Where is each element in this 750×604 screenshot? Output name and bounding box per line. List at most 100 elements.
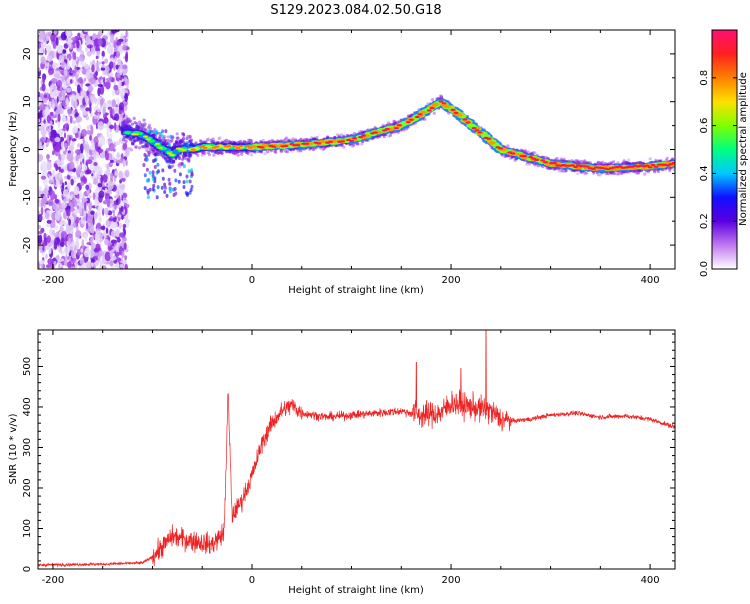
noise-cell <box>48 246 52 255</box>
noise-cell <box>97 148 103 154</box>
noise-cell <box>122 227 126 233</box>
noise-cell <box>89 134 92 141</box>
noise-cell <box>92 181 99 185</box>
halo-cell <box>627 158 631 162</box>
halo-cell <box>274 150 278 154</box>
noise-cell <box>38 186 43 191</box>
noise-cell <box>58 263 61 269</box>
noise-cell <box>70 215 75 225</box>
noise-cell <box>107 120 110 129</box>
noise-cell <box>38 230 43 235</box>
noise-cell <box>60 84 63 92</box>
noise-cell <box>121 250 125 259</box>
noise-cell <box>99 139 106 146</box>
halo-cell <box>246 151 250 156</box>
noise-cell <box>40 175 47 180</box>
halo-cell <box>166 135 170 139</box>
noise-cell <box>38 225 42 229</box>
halo-cell <box>250 139 254 143</box>
noise-cell <box>38 154 44 162</box>
noise-cell <box>53 260 57 267</box>
noise-cell <box>117 58 122 65</box>
noise-cell <box>122 223 127 229</box>
noise-cell <box>67 170 73 176</box>
noise-cell <box>101 104 108 108</box>
noise-cell <box>61 201 67 209</box>
noise-cell <box>107 30 110 36</box>
noise-cell <box>107 242 111 247</box>
noise-cell <box>114 56 117 63</box>
noise-cell <box>119 184 126 190</box>
noise-cell <box>115 37 118 42</box>
noise-cell <box>107 180 114 191</box>
noise-cell <box>75 154 79 162</box>
noise-cell <box>89 144 96 151</box>
noise-cell <box>93 136 100 145</box>
noise-cell <box>112 217 117 223</box>
halo-cell <box>558 169 562 173</box>
noise-cell <box>69 224 74 231</box>
noise-cell <box>80 129 87 137</box>
noise-cell <box>105 80 111 90</box>
noise-cell <box>76 205 79 209</box>
noise-cell <box>46 161 52 171</box>
noise-cell <box>90 61 92 66</box>
noise-cell <box>109 34 115 44</box>
halo-cell <box>220 151 224 155</box>
noise-cell <box>40 201 45 207</box>
noise-cell <box>68 198 71 204</box>
noise-cell <box>71 266 76 269</box>
noise-cell <box>82 136 85 146</box>
halo-cell <box>291 137 295 141</box>
noise-cell <box>49 190 56 201</box>
noise-cell <box>38 234 43 245</box>
noise-cell <box>71 138 77 142</box>
noise-cell <box>46 114 51 124</box>
noise-cell <box>69 79 73 84</box>
noise-cell <box>102 235 105 240</box>
noise-cell <box>47 198 54 207</box>
noise-cell <box>57 113 61 123</box>
noise-cell <box>86 159 93 164</box>
noise-cell <box>125 203 130 208</box>
noise-cell <box>115 229 120 237</box>
noise-cell <box>53 73 60 78</box>
noise-cell <box>103 207 109 215</box>
halo-cell <box>182 156 186 160</box>
noise-cell <box>42 97 48 104</box>
halo-cell <box>147 123 152 127</box>
noise-cell <box>102 106 106 115</box>
noise-cell <box>51 114 58 119</box>
noise-cell <box>95 122 99 130</box>
noise-cell <box>55 142 61 153</box>
halo-cell <box>212 153 216 157</box>
noise-cell <box>118 170 123 179</box>
halo-cell <box>181 136 186 141</box>
halo-cell <box>203 151 207 155</box>
halo-cell <box>207 137 211 141</box>
noise-cell <box>84 46 88 53</box>
noise-cell <box>96 66 100 73</box>
noise-cell <box>54 198 60 204</box>
noise-cell <box>96 108 102 113</box>
noise-cell <box>58 258 65 262</box>
noise-cell <box>38 42 42 49</box>
halo-cell <box>601 160 605 164</box>
noise-cell <box>69 161 75 170</box>
noise-cell <box>74 260 78 269</box>
noise-cell <box>40 56 46 65</box>
noise-cell <box>111 109 114 114</box>
noise-cell <box>125 220 130 228</box>
noise-cell <box>54 224 59 230</box>
noise-cell <box>86 261 92 269</box>
noise-cell <box>52 89 59 98</box>
noise-cell <box>120 206 124 212</box>
halo-cell <box>144 128 148 132</box>
halo-cell <box>204 140 208 144</box>
noise-cell <box>41 161 48 171</box>
noise-cell <box>71 59 76 68</box>
noise-cell <box>110 107 113 117</box>
halo-cell <box>585 171 589 175</box>
noise-cell <box>120 177 126 182</box>
noise-cell <box>68 144 74 152</box>
